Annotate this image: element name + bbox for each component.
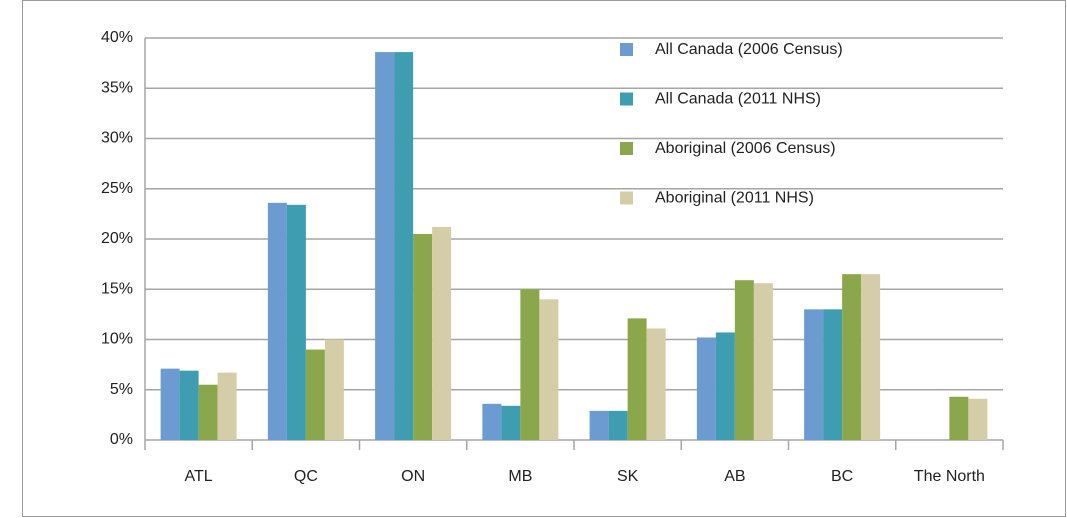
- bar: [305, 349, 325, 440]
- bar: [539, 299, 559, 440]
- legend-label: Aboriginal (2011 NHS): [655, 190, 814, 207]
- x-tick-label: SK: [617, 468, 639, 485]
- legend-swatch: [620, 92, 633, 106]
- bar: [267, 202, 287, 440]
- bar: [968, 398, 988, 440]
- x-tick-label: MB: [508, 468, 532, 485]
- x-tick-label: The North: [914, 468, 985, 485]
- bar: [394, 52, 414, 440]
- legend-label: All Canada (2006 Census): [655, 41, 843, 58]
- bar: [179, 370, 199, 440]
- y-tick-label: 0%: [110, 431, 133, 448]
- bar: [949, 396, 969, 440]
- bar: [324, 339, 344, 440]
- bar: [286, 204, 306, 440]
- x-tick-label: ATL: [185, 468, 213, 485]
- x-tick-label: ON: [401, 468, 425, 485]
- bar: [501, 405, 521, 440]
- bar: [627, 318, 647, 440]
- x-tick-label: AB: [724, 468, 745, 485]
- legend-swatch: [620, 43, 633, 56]
- bar: [160, 368, 180, 440]
- bar: [734, 280, 754, 440]
- y-tick-label: 5%: [110, 381, 133, 398]
- bar: [198, 384, 218, 440]
- bar: [375, 52, 395, 440]
- bar: [646, 328, 666, 440]
- legend-swatch: [620, 191, 633, 205]
- bar: [804, 309, 824, 440]
- bar: [715, 332, 735, 440]
- x-tick-label: QC: [294, 468, 318, 485]
- bar: [753, 283, 773, 440]
- y-tick-label: 15%: [101, 280, 133, 297]
- bar: [413, 233, 433, 440]
- bar: [608, 410, 628, 440]
- legend-label: Aboriginal (2006 Census): [655, 140, 836, 157]
- bar: [520, 289, 540, 440]
- y-tick-label: 30%: [101, 130, 133, 147]
- bar: [589, 410, 609, 440]
- bar: [432, 226, 452, 440]
- legend-swatch: [620, 142, 633, 155]
- y-tick-label: 35%: [101, 79, 133, 96]
- y-tick-label: 25%: [101, 180, 133, 197]
- y-tick-label: 20%: [101, 230, 133, 247]
- y-tick-label: 40%: [101, 29, 133, 46]
- bar: [482, 403, 502, 440]
- bar: [696, 337, 716, 440]
- bar: [217, 372, 237, 440]
- x-tick-label: BC: [831, 468, 853, 485]
- legend-label: All Canada (2011 NHS): [655, 91, 821, 108]
- y-tick-label: 10%: [101, 331, 133, 348]
- bar: [842, 274, 862, 440]
- frame: [22, 0, 1066, 517]
- bar: [861, 274, 881, 440]
- bar: [823, 309, 843, 440]
